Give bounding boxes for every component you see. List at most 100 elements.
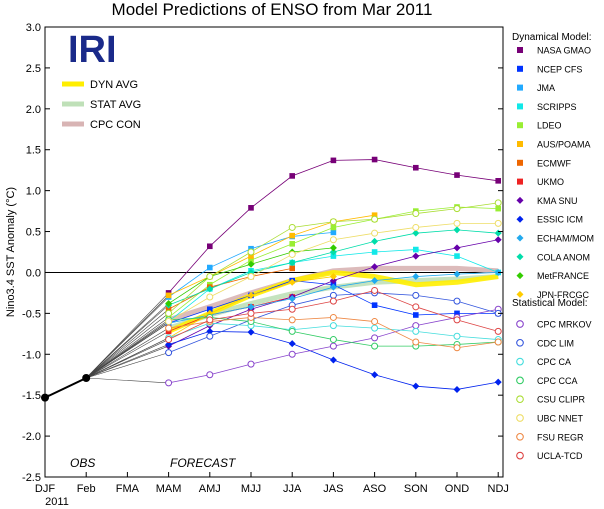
point-scripps [371,249,378,255]
point-ubc-nnet [288,250,296,258]
point-fsu-regr [412,338,420,346]
y-tick-label: 3.0 [26,22,41,34]
point-essic-icm [247,328,255,336]
point-aus-poama [248,253,254,259]
fan-line [86,352,169,379]
point-jpn-frcgc [329,273,337,281]
model-series-lines [165,156,502,393]
point-cdc-lim [412,291,420,299]
x-tick-label: NDJ [488,483,509,495]
point-csu-clipr [329,218,337,226]
point-cpc-ca [453,332,461,340]
fan-line [86,377,169,384]
x-tick-label: OND [445,483,470,495]
legend-label-stat: UCLA-TCD [537,451,583,461]
legend-label-dyn: ECHAM/MOM [537,234,594,244]
legend-marker-dyn [516,253,524,261]
x-tick-label: SON [404,483,428,495]
legend-marker-dyn [517,141,523,147]
point-cpc-cca [371,342,379,350]
series-line-aus-poama [168,214,375,296]
point-essic-icm [165,340,173,348]
point-cdc-lim [206,332,214,340]
point-cpc-mrkov [329,342,337,350]
legend-label-dyn: JPN-FRCGC [537,290,589,300]
point-csu-clipr [206,273,214,281]
point-scripps [454,253,460,259]
y-tick-label: 2.0 [26,104,41,116]
x-tick-label: FMA [116,483,140,495]
point-cdc-lim [165,349,173,357]
observed-series [41,374,91,402]
point-echam-mom [453,270,461,278]
year-label: 2011 [45,496,69,508]
legend-label-dyn: NCEP CFS [537,64,582,74]
legend-marker-stat [516,414,524,422]
series-cola-anom [165,226,502,309]
x-tick-label: ASO [363,483,387,495]
point-echam-mom [329,283,337,291]
point-csu-clipr [371,215,379,223]
x-tick-label: Feb [77,483,96,495]
point-cola-anom [371,237,379,245]
point-ubc-nnet [453,219,461,227]
point-echam-mom [247,303,255,311]
legend-label-stat: CPC CA [537,357,571,367]
point-scripps [330,253,337,259]
legend-marker-stat [516,357,524,366]
point-jma [330,229,337,236]
legend-label-dyn: SCRIPPS [537,102,577,112]
point-fsu-regr [494,338,502,346]
legend-marker-dyn [516,234,524,242]
point-cola-anom [288,259,296,267]
model-legend: Dynamical Model: Statistical Model: NASA… [512,32,594,461]
average-legend: DYN AVG STAT AVG CPC CON [62,79,141,131]
series-csu-clipr [165,199,502,317]
x-tick-label: AMJ [199,483,221,495]
legend-label-stat: FSU REGR [537,432,584,442]
point-fsu-regr [288,316,296,324]
point-ecmwf [165,306,172,313]
y-axis: 3.0 2.5 2.0 1.5 1.0 0.5 0.0 -0.5 -1.0 -1.5 -2.0 -2.… [22,22,503,484]
point-ldeo [330,224,337,231]
point-essic-icm [329,356,337,364]
point-nasa-gmao [413,164,419,171]
legend-label-avg: STAT AVG [90,99,141,111]
legend-marker-stat [516,395,524,404]
legend-marker-dyn [517,47,523,53]
point-scripps [413,246,419,253]
legend-label-dyn: ESSIC ICM [537,215,583,225]
observation-to-forecast-fan [85,292,169,384]
legend-label-avg: CPC CON [90,119,141,131]
x-tick-label: JJA [283,483,302,495]
point-jpn-frcgc [247,291,255,299]
legend-label-dyn: NASA GMAO [537,46,591,56]
point-echam-mom [371,277,379,285]
point-ubc-nnet [165,318,173,326]
fan-line [86,339,169,379]
point-ucla-tcd [288,305,296,313]
point-ncep-cfs [413,312,419,318]
legend-label-stat: CPC CCA [537,376,578,386]
point-ucla-tcd [206,316,214,324]
point-nasa-gmao [207,243,213,250]
legend-marker-dyn [516,272,524,280]
point-fsu-regr [371,318,379,326]
legend-marker-dyn [516,290,524,298]
point-ldeo [248,257,254,263]
point-ucla-tcd [329,297,337,305]
legend-marker-stat [516,451,524,460]
legend-marker-stat [516,338,524,347]
series-ubc-nnet [165,219,502,326]
legend-marker-stat [516,320,524,328]
point-csu-clipr [288,223,296,231]
legend-label-dyn: COLA ANOM [537,252,590,262]
point-kma-snu [412,252,420,260]
fan-line [86,327,169,379]
point-ubc-nnet [494,219,502,227]
legend-label-stat: UBC NNET [537,414,584,424]
statistical-heading: Statistical Model: [512,298,588,309]
point-cpc-mrkov [412,322,420,330]
point-kma-snu [494,236,502,244]
legend-label-stat: CPC MRKOV [537,320,592,330]
